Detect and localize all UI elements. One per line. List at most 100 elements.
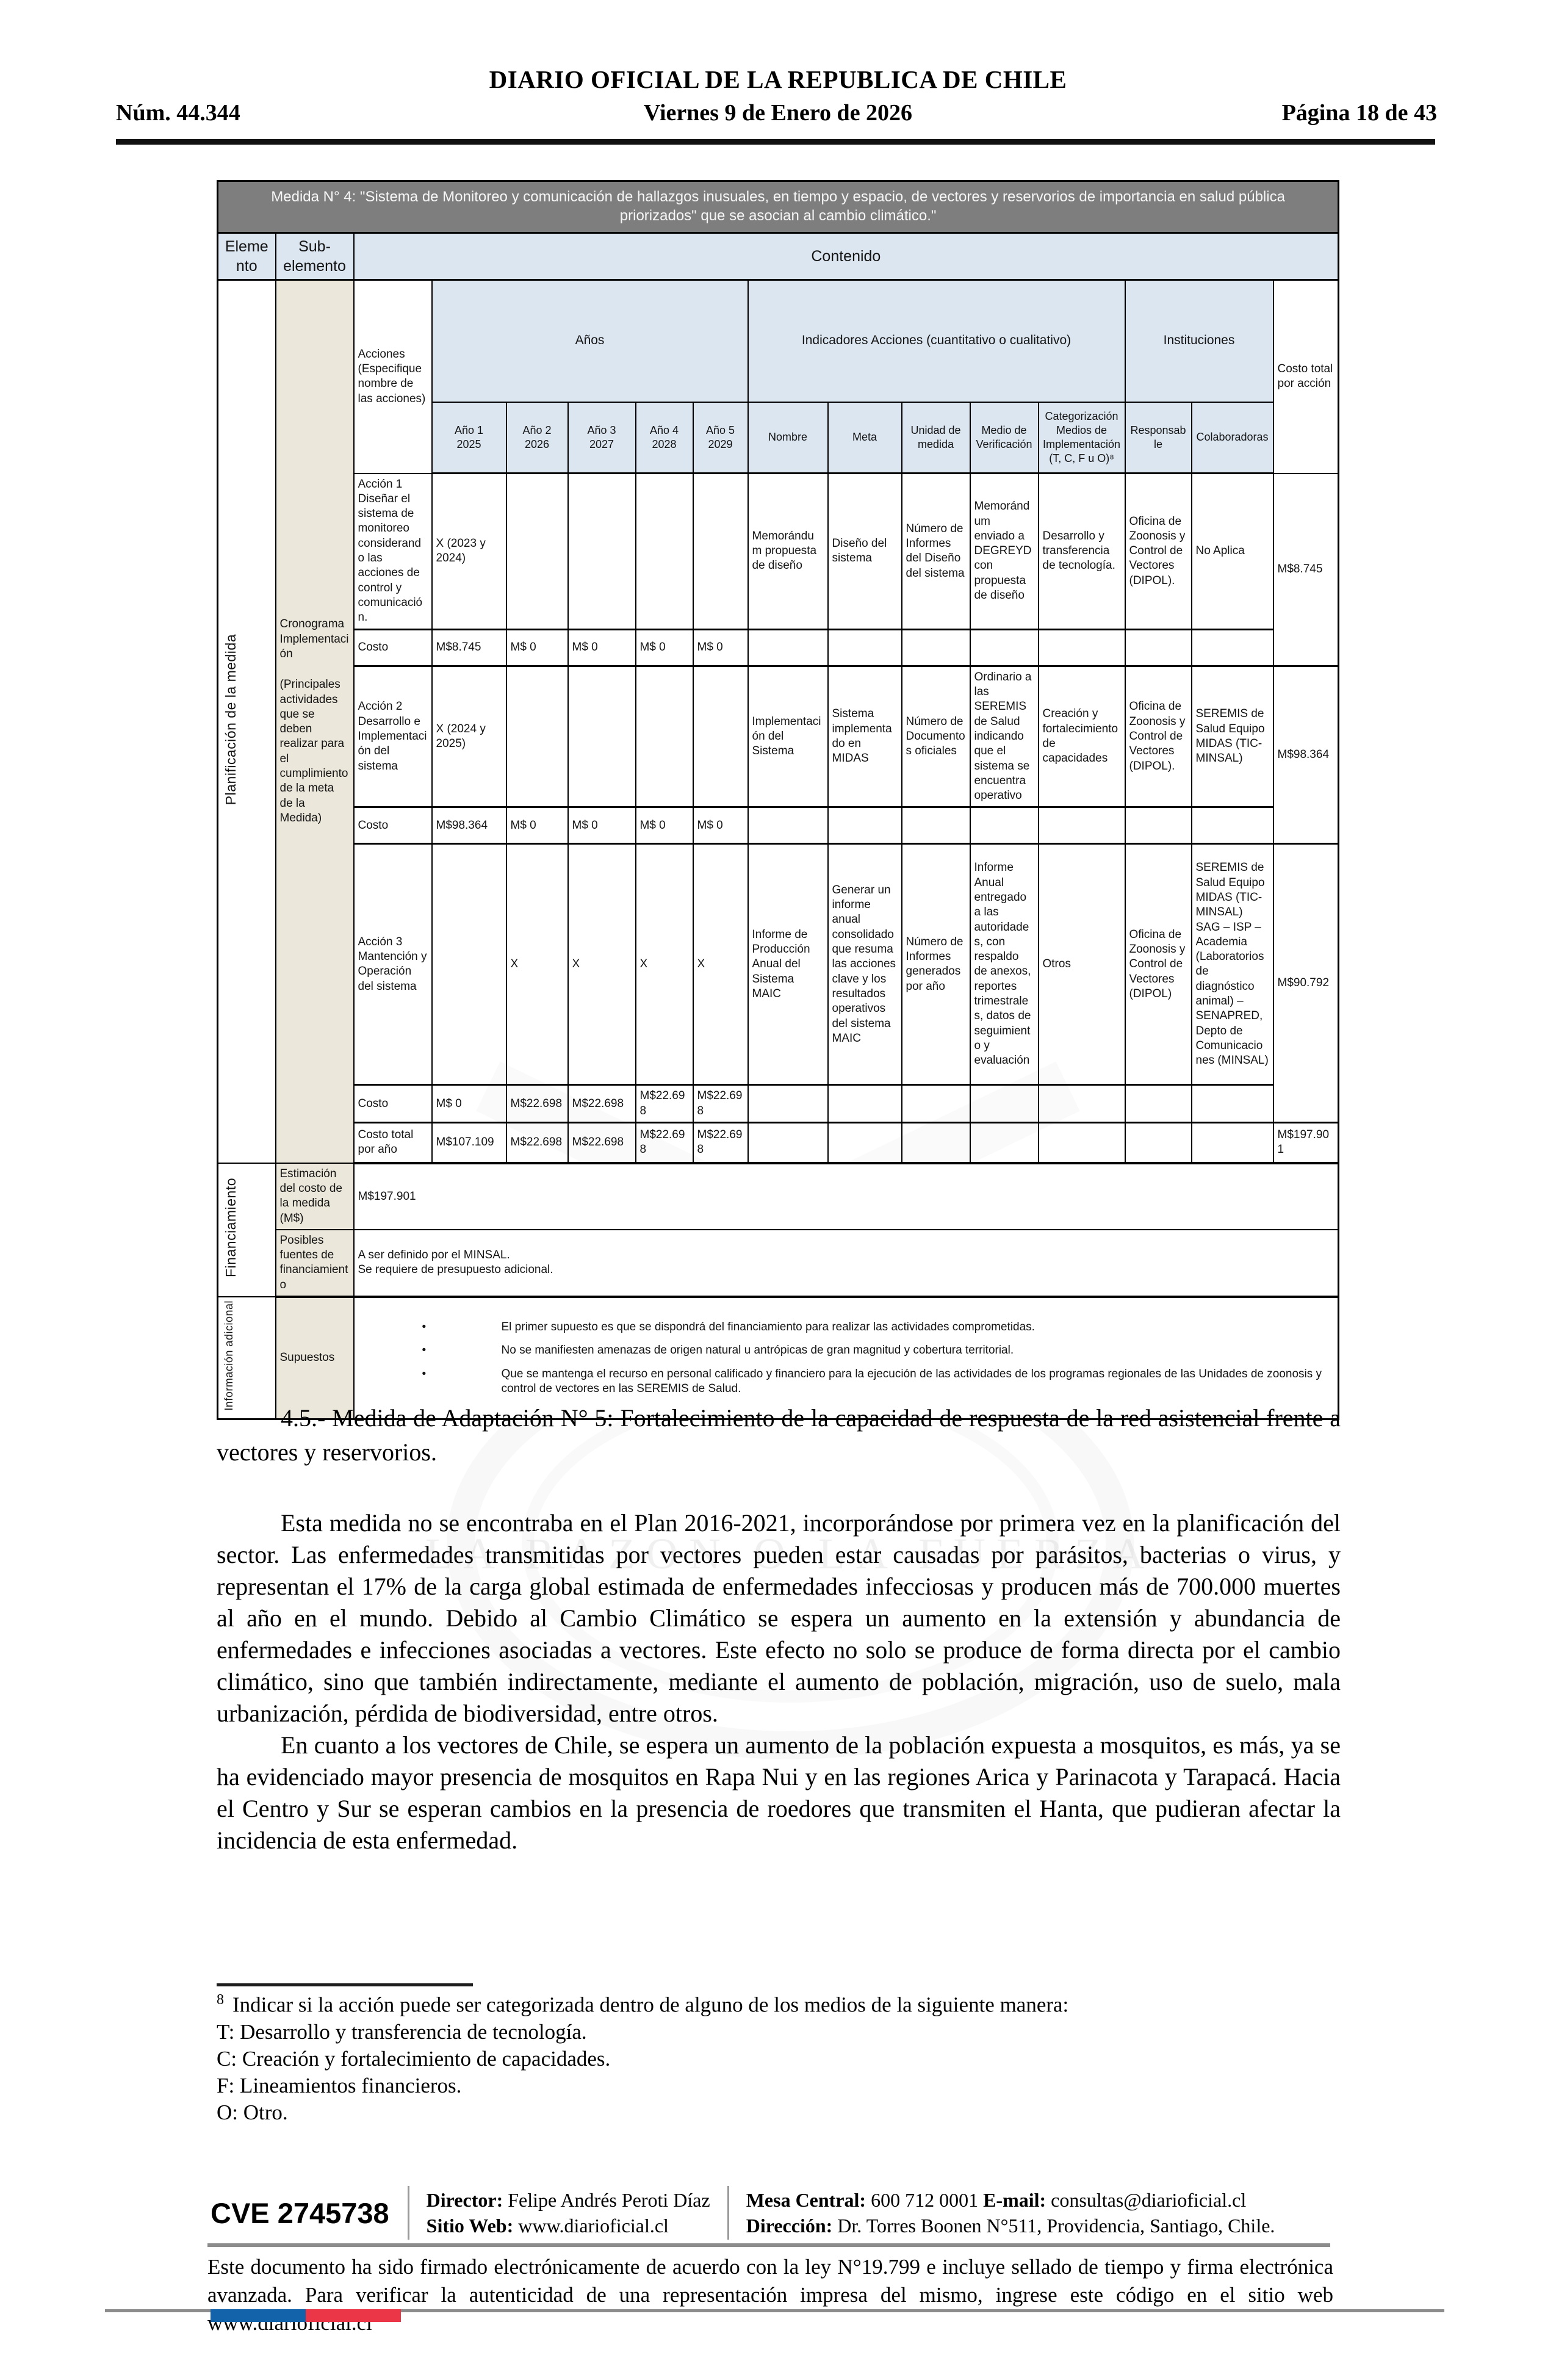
year-cell — [431, 843, 507, 1086]
empty-cell — [901, 1084, 971, 1124]
empty-cell — [747, 1122, 829, 1164]
empty-cell — [827, 629, 902, 667]
document-body: 4.5.- Medida de Adaptación N° 5: Fortale… — [217, 1401, 1341, 1856]
indicator-unidad: Número de Informes generados por año — [901, 843, 971, 1086]
estimacion-value: M$197.901 — [353, 1162, 1339, 1230]
empty-cell — [901, 806, 971, 845]
section-heading: 4.5.- Medida de Adaptación N° 5: Fortale… — [217, 1404, 1341, 1466]
empty-cell — [1037, 806, 1126, 845]
subelemento-supuestos: Supuestos — [275, 1296, 355, 1420]
phone-number: 600 712 0001 — [871, 2189, 979, 2211]
year-cell: X — [567, 843, 636, 1086]
indicator-categorizacion: Desarrollo y transferencia de tecnología… — [1037, 472, 1126, 630]
indicator-nombre: Informe de Producción Anual del Sistema … — [747, 843, 829, 1086]
contact-block: Mesa Central: 600 712 0001 E-mail: consu… — [746, 2189, 1275, 2237]
group-indicadores: Indicadores Acciones (cuantitativo o cua… — [747, 279, 1126, 403]
col-header-unidad: Unidad de medida — [901, 401, 971, 474]
supuestos-content: El primer supuesto es que se dispondrá d… — [353, 1296, 1339, 1420]
costo-total-accion: M$90.792 — [1272, 843, 1339, 1124]
footnote-line: T: Desarrollo y transferencia de tecnolo… — [217, 2019, 587, 2044]
empty-cell — [1037, 1084, 1126, 1124]
empty-cell — [747, 806, 829, 845]
costo-valor: M$ 0 — [567, 806, 636, 845]
action-row-3: Acción 3 Mantención y Operación del sist… — [218, 843, 1339, 1124]
empty-cell — [827, 806, 902, 845]
year-cell: X — [505, 843, 569, 1086]
empty-cell — [969, 629, 1039, 667]
costo-label: Costo — [353, 629, 433, 667]
paragraph: En cuanto a los vectores de Chile, se es… — [217, 1731, 1341, 1854]
col-header-medio: Medio de Verificación — [969, 401, 1039, 474]
costo-valor: M$ 0 — [505, 629, 569, 667]
empty-cell — [969, 806, 1039, 845]
empty-cell — [827, 1122, 902, 1164]
year-cell: X (2023 y 2024) — [431, 472, 507, 630]
subelemento-posibles: Posibles fuentes de financiamiento — [275, 1228, 355, 1299]
street-address: Dr. Torres Boonen N°511, Providencia, Sa… — [837, 2215, 1275, 2237]
footer-info: CVE 2745738 Director: Felipe Andrés Pero… — [211, 2186, 1342, 2240]
col-header-subelemento: Sub-elemento — [275, 232, 355, 281]
chile-flag-mark — [211, 2309, 401, 2322]
supuesto-item: El primer supuesto es que se dispondrá d… — [358, 1320, 1334, 1335]
costo-valor: M$8.745 — [431, 629, 507, 667]
costo-total-ano-valor: M$107.109 — [431, 1122, 507, 1164]
costo-total-ano-valor: M$22.698 — [505, 1122, 569, 1164]
year-header-5: Año 5 2029 — [692, 401, 749, 474]
costo-label: Costo — [353, 1084, 433, 1124]
footnote-block: 8 Indicar si la acción puede ser categori… — [217, 1983, 1132, 2126]
elemento-financiamiento-label: Financiamiento — [223, 1178, 239, 1278]
costo-valor: M$ 0 — [692, 806, 749, 845]
year-cell: X — [635, 843, 694, 1086]
posibles-fuentes-value: A ser definido por el MINSAL. Se requier… — [353, 1228, 1339, 1299]
indicator-unidad: Número de Documentos oficiales — [901, 665, 971, 809]
footer-rule-top — [207, 2243, 1330, 2247]
empty-cell — [969, 1122, 1039, 1164]
empty-cell — [1037, 1122, 1126, 1164]
col-header-categorizacion: Categorización Medios de Implementación … — [1037, 401, 1126, 474]
indicator-meta: Sistema implementado en MIDAS — [827, 665, 902, 809]
year-cell: X (2024 y 2025) — [431, 665, 507, 809]
empty-cell — [901, 1122, 971, 1164]
col-header-contenido: Contenido — [353, 232, 1339, 281]
measure-table: Medida N° 4: "Sistema de Monitoreo y com… — [217, 180, 1340, 1420]
elemento-info-cell: Información adicional — [217, 1296, 276, 1420]
empty-cell — [1124, 629, 1192, 667]
col-header-elemento: Elemento — [217, 232, 276, 281]
table-title-row: Medida N° 4: "Sistema de Monitoreo y com… — [217, 180, 1339, 234]
director-name: Felipe Andrés Peroti Díaz — [508, 2189, 710, 2211]
empty-cell — [827, 1084, 902, 1124]
page-indicator: Página 18 de 43 — [1281, 100, 1437, 126]
action-name: Acción 2 Desarrollo e Implementación del… — [353, 665, 433, 809]
indicator-categorizacion: Creación y fortalecimiento de capacidade… — [1037, 665, 1126, 809]
empty-cell — [1124, 806, 1192, 845]
action-name: Acción 1 Diseñar el sistema de monitoreo… — [353, 472, 433, 630]
action-row-2: Acción 2 Desarrollo e Implementación del… — [218, 665, 1339, 845]
costo-label: Costo — [353, 806, 433, 845]
subelemento-estimacion: Estimación del costo de la medida (M$) — [275, 1162, 355, 1230]
indicator-medio: Ordinario a las SEREMIS de Salud indican… — [969, 665, 1039, 809]
institucion-responsable: Oficina de Zoonosis y Control de Vectore… — [1124, 665, 1192, 809]
indicator-categorizacion: Otros — [1037, 843, 1126, 1086]
group-header-row: Planificación de la medida Cronograma Im… — [217, 279, 1339, 1164]
costo-valor: M$ 0 — [567, 629, 636, 667]
empty-cell — [901, 629, 971, 667]
col-header-meta: Meta — [827, 401, 902, 474]
empty-cell — [1037, 629, 1126, 667]
footnote-intro: 8 Indicar si la acción puede ser categori… — [217, 1992, 1069, 2017]
empty-cell — [1124, 1084, 1192, 1124]
empty-cell — [1190, 629, 1274, 667]
costo-valor: M$22.698 — [692, 1084, 749, 1124]
year-cell — [505, 665, 569, 809]
subelemento-cronograma-cell: Cronograma Implementación (Principales a… — [275, 279, 355, 1164]
empty-cell — [1124, 1122, 1192, 1164]
costo-valor: M$ 0 — [431, 1084, 507, 1124]
costo-total-accion: M$98.364 — [1272, 665, 1339, 845]
email-address: consultas@diarioficial.cl — [1051, 2189, 1247, 2211]
gazette-title: DIARIO OFICIAL DE LA REPUBLICA DE CHILE — [489, 65, 1067, 93]
col-header-colaboradoras: Colaboradoras — [1190, 401, 1274, 474]
action-row-1: Acción 1 Diseñar el sistema de monitoreo… — [218, 472, 1339, 667]
total-per-year-row: Costo total por año M$107.109 M$22.698 M… — [218, 1122, 1339, 1164]
institucion-colaboradoras: SEREMIS de Salud Equipo MIDAS (TIC-MINSA… — [1190, 843, 1274, 1086]
costo-total-ano-valor: M$22.698 — [567, 1122, 636, 1164]
year-cell — [567, 665, 636, 809]
